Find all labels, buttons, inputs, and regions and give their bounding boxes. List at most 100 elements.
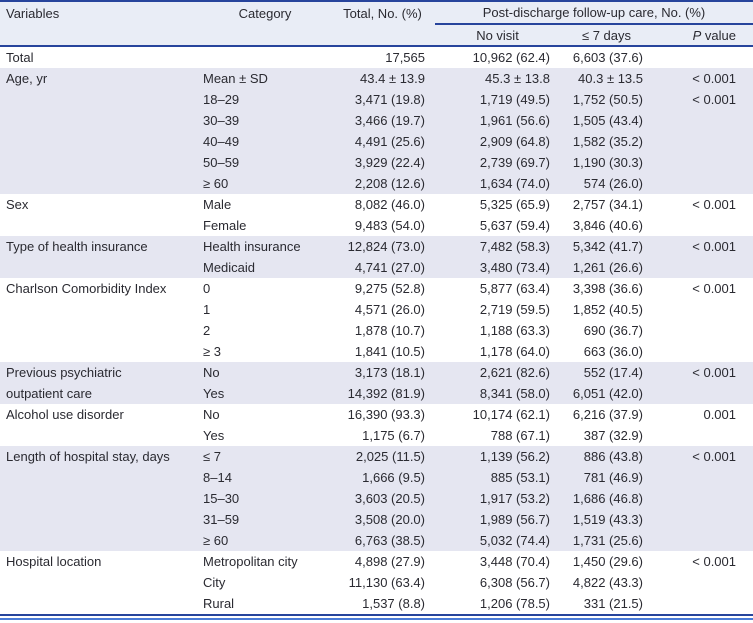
bottom-accent-rule [0, 618, 753, 620]
category-cell: City [203, 575, 226, 590]
table-body: Total 17,565 10,962 (62.4) 6,603 (37.6) Age,… [0, 46, 753, 615]
category-cell: 31–59 [200, 509, 330, 530]
no-visit-cell: 10,962 (62.4) [472, 50, 550, 65]
no-visit-cell: 885 (53.1) [435, 467, 560, 488]
within-7-days-cell: 3,846 (40.6) [572, 218, 643, 233]
p-value-cell: < 0.001 [692, 554, 737, 569]
table-row: ≥ 60 6,763 (38.5) 5,032 (74.4) 1,731 (25.6) [0, 530, 753, 551]
no-visit-cell: 3,448 (70.4) [479, 554, 550, 569]
header-row-1: Variables Category Total, No. (%) Post-d… [0, 1, 753, 25]
table-row: 30–39 3,466 (19.7) 1,961 (56.6) 1,505 (43.4… [0, 110, 753, 131]
category-cell: No [200, 362, 330, 383]
total-cell: 1,878 (10.7) [354, 323, 425, 338]
no-visit-cell: 2,621 (82.6) [435, 362, 560, 383]
table-row: City 11,130 (63.4) 6,308 (56.7) 4,822 (43.3… [0, 572, 753, 593]
p-value-cell [653, 215, 753, 236]
category-cell: 40–49 [200, 131, 330, 152]
header-spacer [330, 24, 435, 47]
no-visit-cell: 8,341 (58.0) [435, 383, 560, 404]
within-7-days-cell: 690 (36.7) [583, 323, 643, 338]
table-row: Hospital location Metropolitan city 4,898 … [0, 551, 753, 572]
no-visit-cell: 3,480 (73.4) [435, 257, 560, 278]
table-row: Yes 1,175 (6.7) 788 (67.1) 387 (32.9) [0, 425, 753, 446]
p-value-cell: < 0.001 [653, 68, 753, 89]
within-7-days-cell: 1,686 (46.8) [560, 488, 653, 509]
no-visit-cell: 1,961 (56.6) [435, 110, 560, 131]
table-row: Previous psychiatric outpatient care No 3,… [0, 362, 753, 404]
no-visit-cell: 2,719 (59.5) [479, 302, 550, 317]
p-value-cell [653, 299, 753, 320]
p-value-cell: < 0.001 [653, 362, 753, 383]
p-value-cell [653, 383, 753, 404]
no-visit-cell: 10,174 (62.1) [472, 407, 550, 422]
within-7-days-cell: 6,216 (37.9) [572, 407, 643, 422]
category-cell: Medicaid [200, 257, 330, 278]
table-row: 50–59 3,929 (22.4) 2,739 (69.7) 1,190 (30.3… [0, 152, 753, 173]
within-7-days-cell: 2,757 (34.1) [572, 197, 643, 212]
no-visit-cell: 5,325 (65.9) [479, 197, 550, 212]
category-cell: 0 [203, 281, 211, 296]
table-row: Sex Male 8,082 (46.0) 5,325 (65.9) 2,757 (34… [0, 194, 753, 215]
category-cell: Metropolitan city [203, 554, 298, 569]
variable-cell: Total [6, 50, 34, 65]
variable-cell: Length of hospital stay, days [0, 446, 200, 551]
variable-cell: Charlson Comorbidity Index [6, 281, 167, 296]
category-cell: Yes [203, 428, 225, 443]
category-cell: ≥ 60 [200, 530, 330, 551]
total-cell: 9,275 (52.8) [354, 281, 425, 296]
table-row: Charlson Comorbidity Index 0 9,275 (52.8) 5… [0, 278, 753, 299]
no-visit-cell: 5,032 (74.4) [435, 530, 560, 551]
within-7-days-cell: 552 (17.4) [560, 362, 653, 383]
variable-cell: Alcohol use disorder [6, 407, 124, 422]
no-visit-cell: 1,206 (78.5) [479, 596, 550, 611]
p-value-cell [653, 257, 753, 278]
within-7-days-cell: 6,603 (37.6) [572, 50, 643, 65]
no-visit-cell: 2,739 (69.7) [435, 152, 560, 173]
no-visit-cell: 2,909 (64.8) [435, 131, 560, 152]
total-cell: 11,130 (63.4) [348, 575, 425, 590]
header-spacer [0, 24, 200, 47]
table-row: Age, yr Mean ± SD 43.4 ± 13.9 45.3 ± 13.8 40… [0, 68, 753, 194]
header-spacer [200, 24, 330, 47]
no-visit-cell: 1,178 (64.0) [479, 344, 550, 359]
p-value-cell [653, 110, 753, 131]
table-row: 18–29 3,471 (19.8) 1,719 (49.5) 1,752 (50.5… [0, 89, 753, 110]
table-row: Type of health insurance Health insurance… [0, 236, 753, 278]
category-cell: Mean ± SD [200, 68, 330, 89]
table-row: ≥ 60 2,208 (12.6) 1,634 (74.0) 574 (26.0) [0, 173, 753, 194]
header-row-2: No visit ≤ 7 days P value [0, 24, 753, 47]
table-row: 2 1,878 (10.7) 1,188 (63.3) 690 (36.7) [0, 320, 753, 341]
table-row: 15–30 3,603 (20.5) 1,917 (53.2) 1,686 (46.8… [0, 488, 753, 509]
table-row: Rural 1,537 (8.8) 1,206 (78.5) 331 (21.5) [0, 593, 753, 615]
total-cell: 2,025 (11.5) [330, 446, 435, 467]
category-cell: ≥ 60 [200, 173, 330, 194]
table-row: Alcohol use disorder No 16,390 (93.3) 10,17… [0, 404, 753, 425]
total-cell: 14,392 (81.9) [330, 383, 435, 404]
category-cell: 15–30 [200, 488, 330, 509]
table-row: ≥ 3 1,841 (10.5) 1,178 (64.0) 663 (36.0) [0, 341, 753, 362]
total-cell: 43.4 ± 13.9 [330, 68, 435, 89]
col-header-category: Category [200, 1, 330, 24]
table-row: Medicaid 4,741 (27.0) 3,480 (73.4) 1,261 (2… [0, 257, 753, 278]
no-visit-cell: 7,482 (58.3) [435, 236, 560, 257]
p-value-cell [653, 173, 753, 194]
within-7-days-cell: 6,051 (42.0) [560, 383, 653, 404]
variable-cell: Age, yr [0, 68, 200, 194]
within-7-days-cell: 1,752 (50.5) [560, 89, 653, 110]
p-value-cell [653, 320, 753, 341]
within-7-days-cell: 886 (43.8) [560, 446, 653, 467]
category-cell: 8–14 [200, 467, 330, 488]
p-value-cell [653, 530, 753, 551]
total-cell: 1,841 (10.5) [354, 344, 425, 359]
total-cell: 4,571 (26.0) [354, 302, 425, 317]
within-7-days-cell: 663 (36.0) [583, 344, 643, 359]
category-cell: ≥ 3 [203, 344, 221, 359]
category-cell: 50–59 [200, 152, 330, 173]
table-row: 31–59 3,508 (20.0) 1,989 (56.7) 1,519 (43.3… [0, 509, 753, 530]
total-cell: 3,173 (18.1) [330, 362, 435, 383]
category-cell: 2 [203, 323, 211, 338]
category-cell: Female [203, 218, 247, 233]
p-rest: value [701, 27, 737, 43]
